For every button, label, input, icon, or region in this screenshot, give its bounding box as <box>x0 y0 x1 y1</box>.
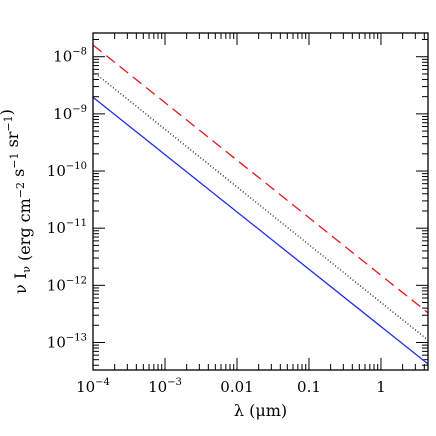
minor-ticks <box>93 33 428 370</box>
y-tick-label: 10−11 <box>47 218 87 237</box>
x-axis-title: λ (μm) <box>234 401 287 420</box>
y-tick-label: 10−13 <box>47 332 87 351</box>
y-tick-label: 10−9 <box>53 104 87 123</box>
series-layer <box>92 44 429 365</box>
series-line-dashed <box>92 44 429 314</box>
y-tick-label: 10−8 <box>53 47 87 66</box>
x-tick-label: 10−3 <box>148 377 182 396</box>
y-axis-title: ν Iν (erg cm−2 s−1 sr−1) <box>0 109 34 294</box>
y-tick-label: 10−10 <box>47 161 87 180</box>
y-tick-labels: 10−13 10−12 10−11 10−10 10−9 10−8 <box>47 47 87 352</box>
series-line-dotted <box>92 71 429 341</box>
x-tick-label: 1 <box>376 378 386 396</box>
x-tick-label: 10−4 <box>76 377 110 396</box>
x-tick-label: 0.1 <box>297 378 321 396</box>
x-tick-label: 0.01 <box>220 378 253 396</box>
major-ticks <box>92 33 428 370</box>
x-tick-labels: 10−4 10−3 0.01 0.1 1 <box>76 377 386 396</box>
plot-frame <box>92 32 429 371</box>
y-tick-label: 10−12 <box>47 275 87 294</box>
series-line-solid <box>92 96 429 365</box>
